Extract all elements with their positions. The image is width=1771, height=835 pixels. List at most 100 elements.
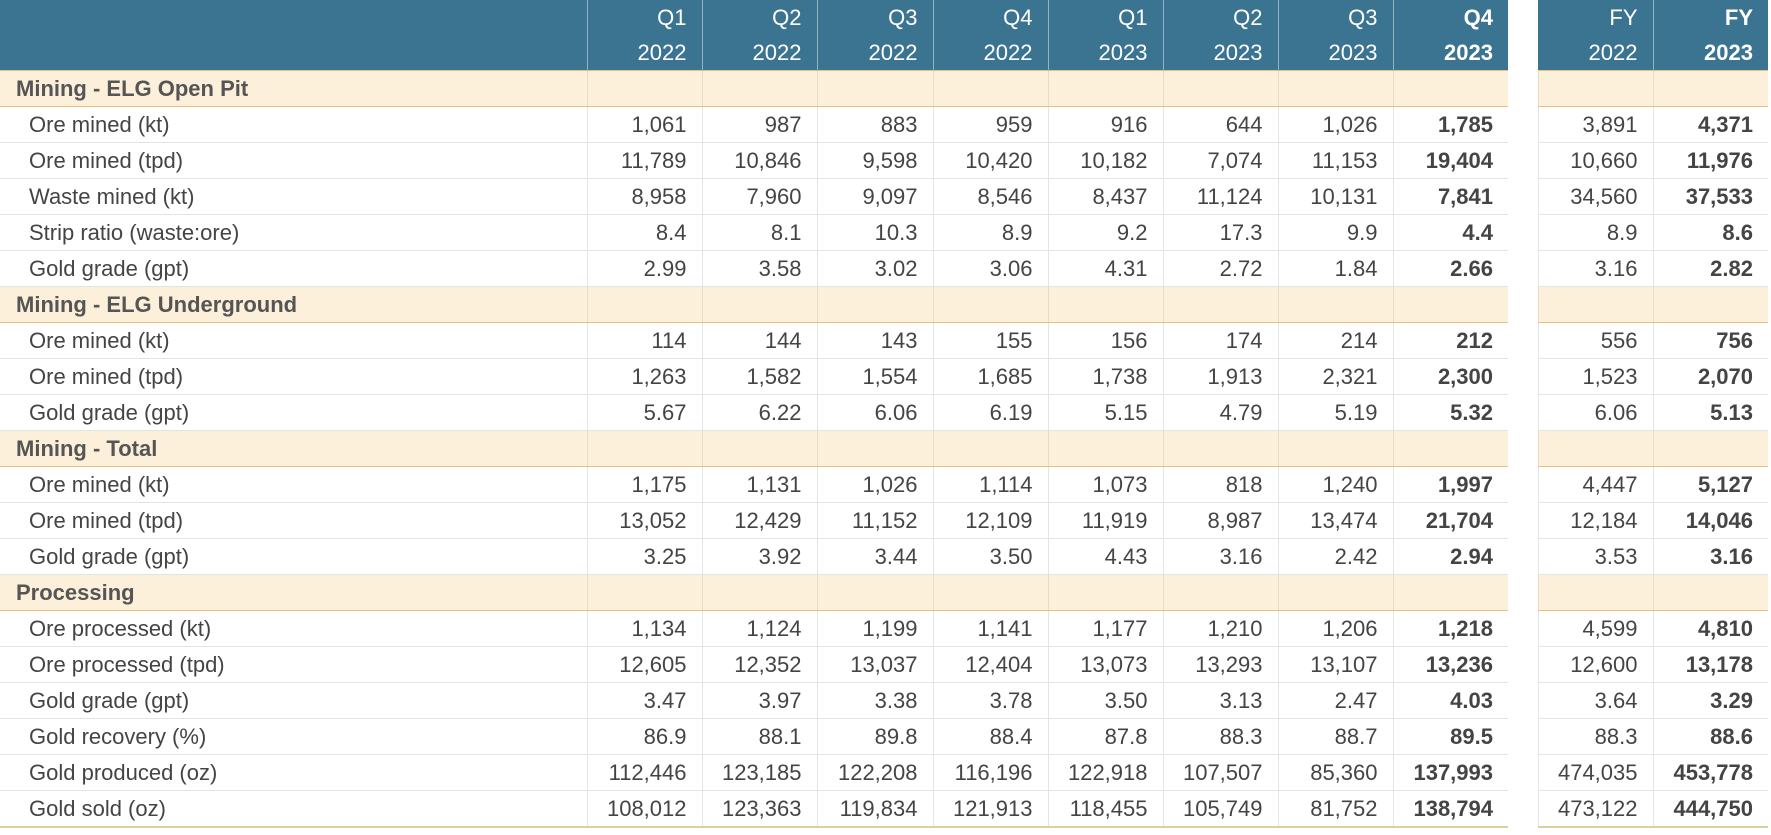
column-gap [1508, 647, 1538, 683]
value-cell: 1,177 [1047, 610, 1163, 647]
column-header-period: Q4 [1463, 5, 1493, 30]
value-cell: 1,738 [1047, 358, 1163, 395]
value-cell: 12,184 [1537, 502, 1653, 539]
section-empty-cell [1392, 70, 1508, 107]
value-cell: 3.78 [932, 682, 1048, 719]
value-cell: 214 [1277, 322, 1393, 359]
value-cell: 2.82 [1652, 250, 1768, 287]
value-cell: 7,841 [1392, 178, 1508, 215]
row-label: Ore mined (tpd) [0, 502, 587, 539]
value-cell: 88.6 [1652, 718, 1768, 755]
section-title: Mining - Total [0, 430, 587, 467]
column-header-year: 2022 [637, 40, 687, 65]
value-cell: 5.13 [1652, 394, 1768, 431]
value-cell: 11,789 [586, 142, 702, 179]
section-empty-cell [1537, 70, 1653, 107]
value-cell: 5.15 [1047, 394, 1163, 431]
value-cell: 89.5 [1392, 718, 1508, 755]
section-empty-cell [1392, 430, 1508, 467]
column-gap [1508, 251, 1538, 287]
column-header-year: 2022 [752, 40, 802, 65]
value-cell: 5,127 [1652, 466, 1768, 503]
section-empty-cell [1537, 430, 1653, 467]
value-cell: 1,114 [932, 466, 1048, 503]
value-cell: 1,206 [1277, 610, 1393, 647]
column-gap [1508, 430, 1538, 467]
section-empty-cell [816, 574, 933, 611]
value-cell: 9,097 [816, 178, 933, 215]
value-cell: 89.8 [816, 718, 933, 755]
section-empty-cell [816, 286, 933, 323]
column-header-year: 2023 [1213, 40, 1263, 65]
section-empty-cell [1047, 574, 1163, 611]
column-header-year: 2023 [1704, 40, 1753, 65]
section-empty-cell [1277, 430, 1393, 467]
table-row: Gold sold (oz) 108,012 123,363 119,834 121,9… [0, 790, 1768, 828]
value-cell: 13,037 [816, 646, 933, 683]
value-cell: 86.9 [586, 718, 702, 755]
value-cell: 8,958 [586, 178, 702, 215]
column-header: FY 2023 [1652, 0, 1768, 71]
value-cell: 1,263 [586, 358, 702, 395]
value-cell: 2.66 [1392, 250, 1508, 287]
table-row: Gold grade (gpt) 5.67 6.22 6.06 6.19 5.15 4.79… [0, 394, 1768, 431]
table-row: Ore processed (kt) 1,134 1,124 1,199 1,141 1,… [0, 610, 1768, 647]
section-empty-cell [1162, 574, 1278, 611]
value-cell: 1,997 [1392, 466, 1508, 503]
value-cell: 21,704 [1392, 502, 1508, 539]
value-cell: 155 [932, 322, 1048, 359]
column-header-year: 2023 [1444, 40, 1493, 65]
value-cell: 3.64 [1537, 682, 1653, 719]
value-cell: 88.7 [1277, 718, 1393, 755]
value-cell: 1,061 [586, 106, 702, 143]
value-cell: 8.9 [932, 214, 1048, 251]
column-header-year: 2022 [1588, 40, 1638, 65]
value-cell: 3.29 [1652, 682, 1768, 719]
value-cell: 13,293 [1162, 646, 1278, 683]
value-cell: 122,918 [1047, 754, 1163, 791]
column-gap [1508, 143, 1538, 179]
section-empty-cell [701, 430, 817, 467]
value-cell: 4.43 [1047, 538, 1163, 575]
section-empty-cell [1652, 430, 1768, 467]
value-cell: 1,073 [1047, 466, 1163, 503]
value-cell: 8,987 [1162, 502, 1278, 539]
section-empty-cell [1277, 574, 1393, 611]
value-cell: 138,794 [1392, 790, 1508, 828]
value-cell: 474,035 [1537, 754, 1653, 791]
table-row: Strip ratio (waste:ore) 8.4 8.1 10.3 8.9 9.2 1… [0, 214, 1768, 251]
value-cell: 12,429 [701, 502, 817, 539]
column-gap [1508, 70, 1538, 107]
value-cell: 12,352 [701, 646, 817, 683]
value-cell: 156 [1047, 322, 1163, 359]
table-row: Gold grade (gpt) 3.47 3.97 3.38 3.78 3.50 3.13… [0, 682, 1768, 719]
value-cell: 14,046 [1652, 502, 1768, 539]
value-cell: 112,446 [586, 754, 702, 791]
column-header: Q2 2022 [701, 0, 817, 71]
value-cell: 13,178 [1652, 646, 1768, 683]
value-cell: 123,185 [701, 754, 817, 791]
value-cell: 3.38 [816, 682, 933, 719]
value-cell: 2.47 [1277, 682, 1393, 719]
value-cell: 88.3 [1537, 718, 1653, 755]
value-cell: 1,240 [1277, 466, 1393, 503]
value-cell: 9.9 [1277, 214, 1393, 251]
section-title: Mining - ELG Open Pit [0, 70, 587, 107]
value-cell: 10,420 [932, 142, 1048, 179]
column-header: FY 2022 [1538, 0, 1653, 71]
column-gap [1508, 286, 1538, 323]
value-cell: 13,236 [1392, 646, 1508, 683]
value-cell: 444,750 [1652, 790, 1768, 828]
value-cell: 1,175 [586, 466, 702, 503]
column-gap [1508, 611, 1538, 647]
column-header-period: Q2 [1233, 5, 1263, 30]
table-row: Ore mined (tpd) 11,789 10,846 9,598 10,420 10… [0, 142, 1768, 179]
row-label: Ore mined (tpd) [0, 358, 587, 395]
table-row: Waste mined (kt) 8,958 7,960 9,097 8,546 8,43… [0, 178, 1768, 215]
section-empty-cell [1652, 574, 1768, 611]
table-row: Ore mined (kt) 1,175 1,131 1,026 1,114 1,073 8… [0, 466, 1768, 503]
value-cell: 2.94 [1392, 538, 1508, 575]
value-cell: 17.3 [1162, 214, 1278, 251]
row-label: Ore mined (kt) [0, 466, 587, 503]
value-cell: 144 [701, 322, 817, 359]
